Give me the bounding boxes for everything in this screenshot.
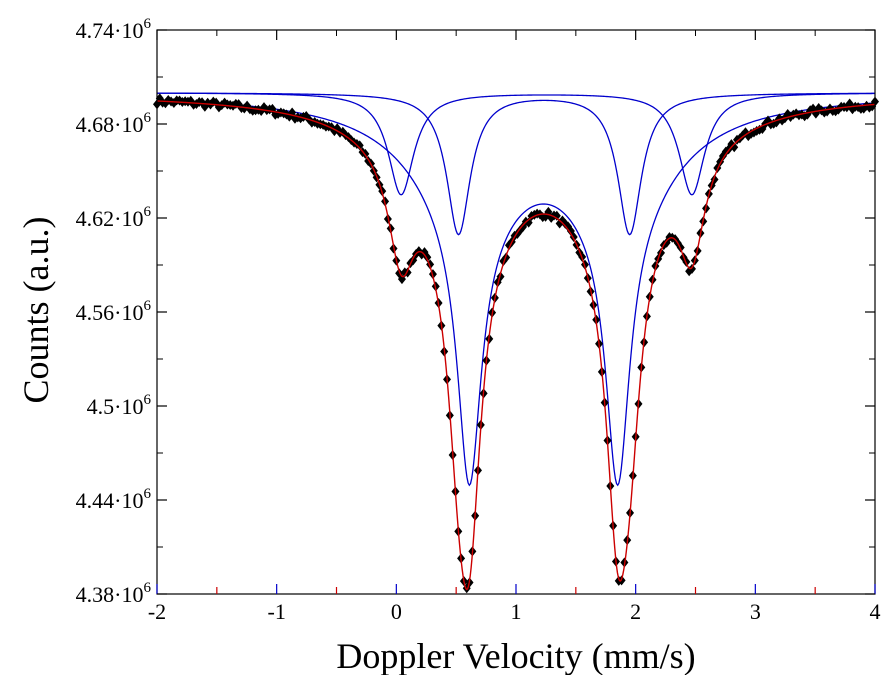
data-point [552, 210, 561, 221]
y-tick-label: 4.68·106 [76, 110, 152, 137]
total-fit-curve [156, 100, 876, 591]
data-point [361, 148, 370, 159]
x-tick-label: 1 [511, 599, 522, 624]
data-point [504, 240, 513, 251]
x-axis-label: Doppler Velocity (mm/s) [336, 636, 695, 675]
component-curve-3 [156, 99, 876, 487]
plot-area [153, 92, 879, 594]
y-tick-label: 4.44·106 [76, 486, 152, 513]
data-point [749, 127, 758, 138]
y-tick-label: 4.56·106 [76, 298, 152, 325]
y-tick-label: 4.5·106 [87, 392, 152, 419]
data-point [355, 140, 364, 151]
y-tick-label: 4.74·106 [76, 16, 152, 43]
plot-frame [156, 29, 876, 595]
x-tick-label: 4 [870, 599, 881, 624]
x-tick-label: 2 [630, 599, 641, 624]
y-tick-label: 4.38·106 [76, 580, 152, 607]
axes: -2 -1 0 1 2 3 4 4.38·106 4.44·106 4.5·106 4.56·106… [76, 16, 881, 624]
x-tick-label: -2 [148, 599, 166, 624]
x-tick-label: 3 [750, 599, 761, 624]
y-tick-label: 4.62·106 [76, 204, 152, 231]
x-tick-label: -1 [268, 599, 286, 624]
data-point [730, 142, 739, 153]
data-point [423, 252, 432, 263]
y-axis-label: Counts (a.u.) [16, 217, 56, 404]
data-point [687, 263, 696, 274]
data-point [524, 217, 533, 228]
x-tick-label: 0 [391, 599, 402, 624]
component-curve-2 [157, 92, 875, 236]
